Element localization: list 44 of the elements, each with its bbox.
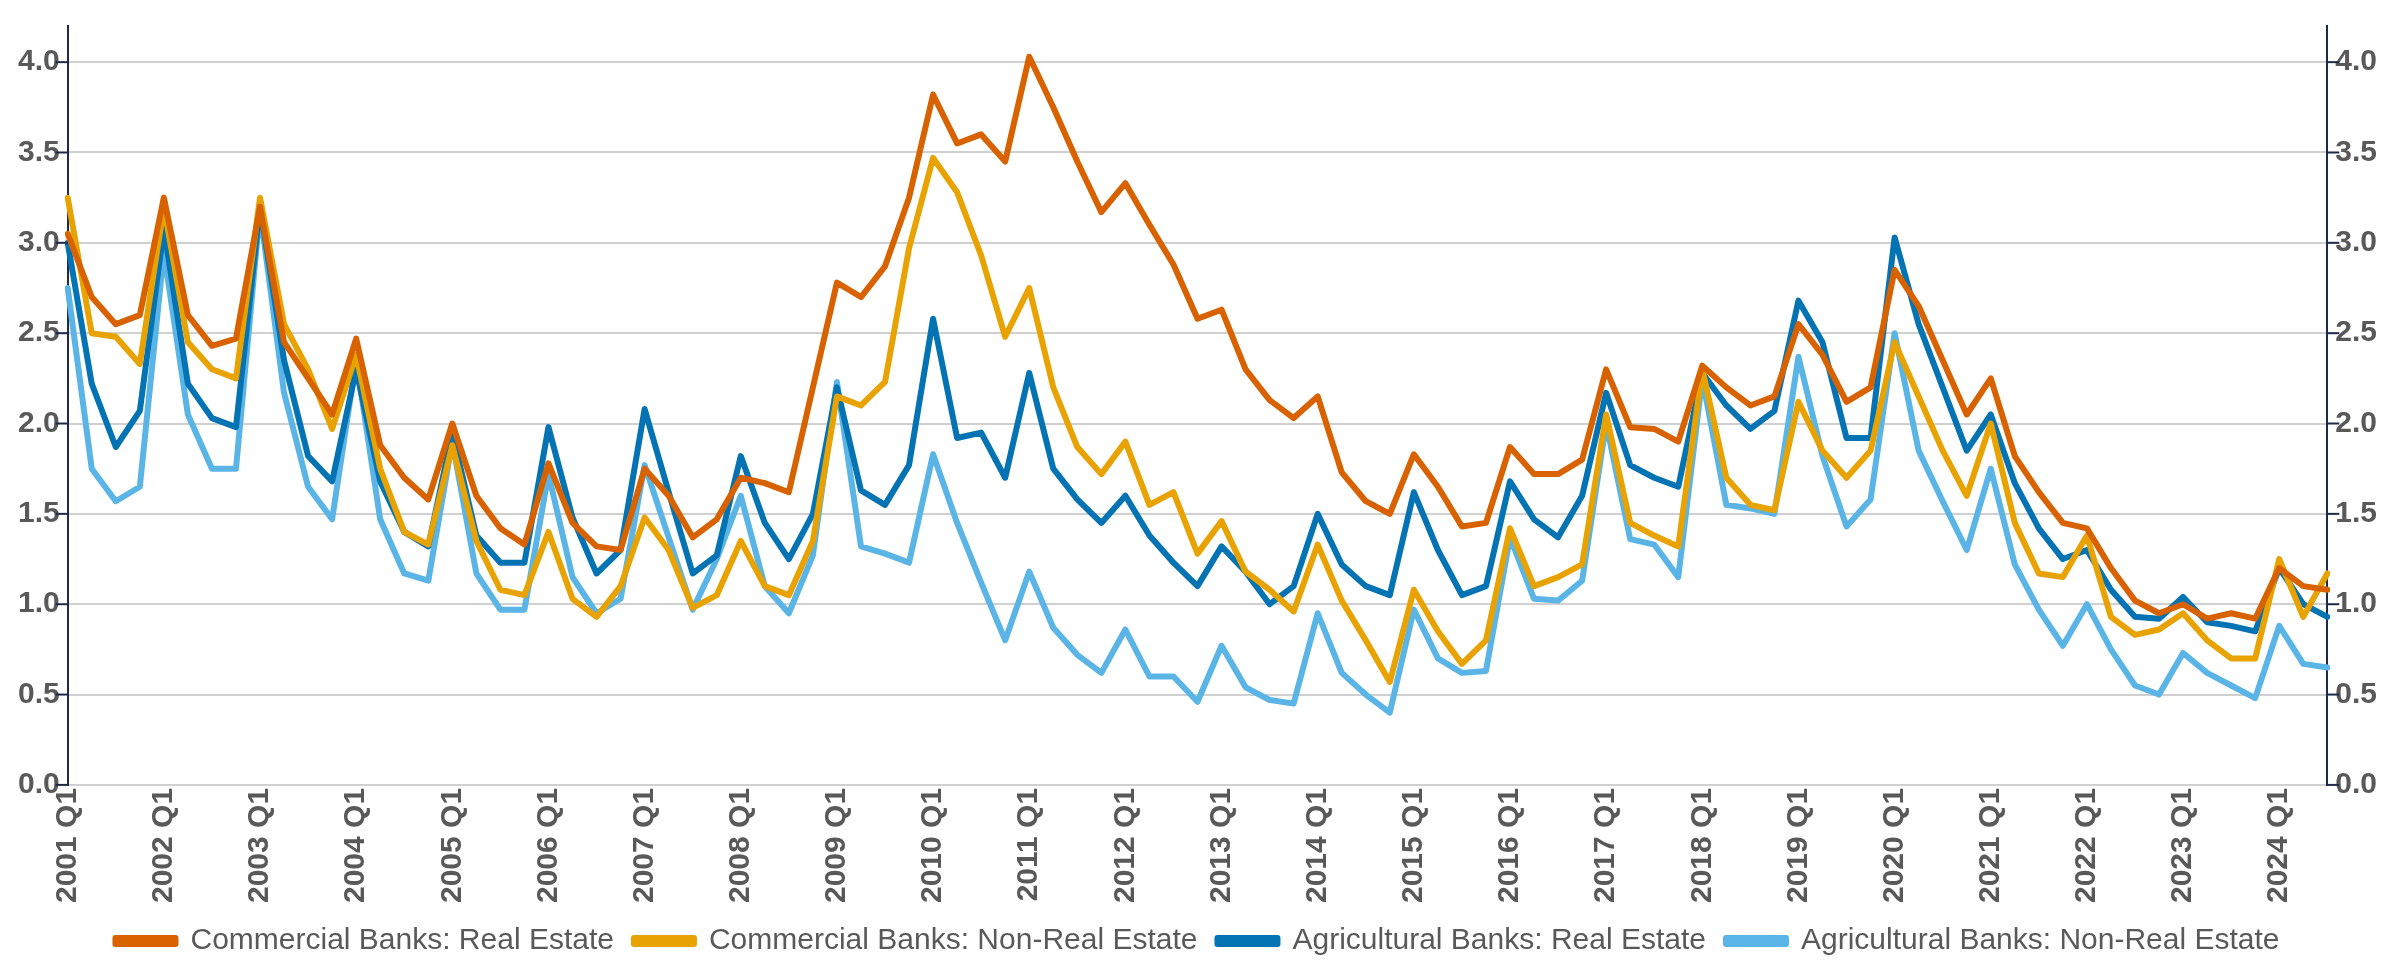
legend-label: Commercial Banks: Non-Real Estate	[708, 922, 1198, 956]
x-tick-label: 2024 Q1	[2260, 787, 2294, 903]
x-tick-label: 2005 Q1	[433, 787, 467, 903]
y-tick-label: 2.0	[17, 404, 60, 438]
y2-tick-label: 0.5	[2335, 675, 2378, 709]
y-tick-label: 3.0	[17, 224, 60, 258]
y2-tick-label: 1.0	[2335, 585, 2378, 619]
legend-label: Agricultural Banks: Non-Real Estate	[1800, 922, 2280, 956]
y-tick-label: 0.5	[17, 675, 60, 709]
x-tick-label: 2023 Q1	[2164, 787, 2198, 903]
x-tick-label: 2006 Q1	[529, 787, 563, 903]
legend-label: Commercial Banks: Real Estate	[190, 922, 614, 956]
y2-tick-label: 0.0	[2335, 766, 2378, 800]
x-tick-label: 2009 Q1	[818, 787, 852, 903]
x-tick-label: 2015 Q1	[1395, 787, 1429, 903]
x-tick-label: 2008 Q1	[722, 787, 756, 903]
x-tick-label: 2002 Q1	[145, 787, 179, 903]
y-tick-label: 1.0	[17, 585, 60, 619]
x-tick-label: 2003 Q1	[241, 787, 275, 903]
x-tick-label: 2021 Q1	[1972, 787, 2006, 903]
x-tick-label: 2014 Q1	[1298, 787, 1332, 903]
x-tick-label: 2017 Q1	[1587, 787, 1621, 903]
y2-tick-label: 4.0	[2335, 43, 2378, 77]
x-tick-label: 2016 Q1	[1491, 787, 1525, 903]
y2-tick-label: 1.5	[2335, 495, 2378, 529]
y2-tick-label: 2.0	[2335, 404, 2378, 438]
y2-tick-label: 3.5	[2335, 133, 2378, 167]
y-tick-label: 3.5	[17, 133, 60, 167]
x-tick-label: 2018 Q1	[1683, 787, 1717, 903]
legend-label: Agricultural Banks: Real Estate	[1292, 922, 1706, 956]
x-tick-label: 2011 Q1	[1010, 787, 1044, 902]
y2-tick-label: 3.0	[2335, 224, 2378, 258]
x-tick-label: 2020 Q1	[1875, 787, 1909, 903]
y-tick-label: 2.5	[17, 314, 60, 348]
x-tick-label: 2022 Q1	[2068, 787, 2102, 903]
x-tick-label: 2007 Q1	[625, 787, 659, 903]
x-tick-label: 2004 Q1	[337, 787, 371, 903]
x-tick-label: 2019 Q1	[1779, 787, 1813, 903]
y-tick-label: 1.5	[17, 495, 60, 529]
x-tick-label: 2010 Q1	[914, 787, 948, 903]
x-tick-label: 2012 Q1	[1106, 787, 1140, 903]
y-tick-label: 4.0	[17, 43, 60, 77]
y2-tick-label: 2.5	[2335, 314, 2378, 348]
x-tick-label: 2013 Q1	[1202, 787, 1236, 903]
